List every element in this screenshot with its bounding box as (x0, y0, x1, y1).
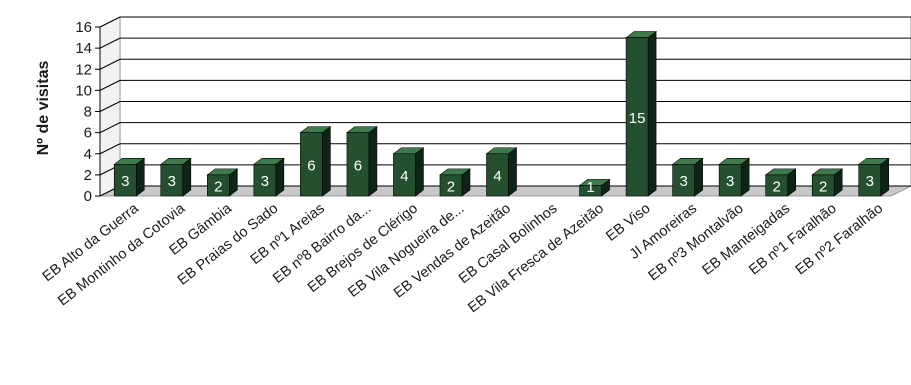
data-label: 6 (354, 157, 362, 174)
bar-side (182, 157, 192, 197)
bar (346, 126, 378, 197)
bar (578, 178, 611, 197)
data-label: 6 (307, 157, 315, 174)
bar-side (694, 157, 703, 197)
bar (811, 168, 844, 197)
bar-side (740, 157, 750, 197)
bar-side (415, 147, 424, 197)
data-label: 4 (400, 168, 408, 185)
bar (159, 157, 192, 197)
bar (439, 168, 471, 197)
data-label: 2 (773, 178, 781, 195)
bar (299, 126, 332, 197)
x-tick-label: EB nº2 Faralhão (793, 201, 886, 279)
gridline-side (99, 101, 121, 112)
y-tick-label: 0 (84, 188, 92, 205)
data-label: 2 (214, 178, 222, 195)
bar-face (765, 174, 788, 197)
bar-face (346, 132, 370, 197)
bars (113, 30, 890, 197)
bar-face (579, 185, 602, 197)
gridline-side (99, 37, 121, 49)
y-tick-label: 10 (75, 82, 92, 99)
bar-side (135, 157, 145, 197)
bar-face (160, 164, 184, 197)
bar-side (368, 126, 378, 197)
gridline-side (99, 122, 121, 134)
gridline-side (99, 16, 121, 28)
bar-face (672, 164, 695, 197)
bar-side (275, 157, 285, 197)
bar (718, 157, 751, 197)
data-label: 3 (121, 173, 129, 190)
bar (671, 157, 704, 197)
data-label: 3 (261, 173, 269, 190)
data-labels: 3 3 2 3 6 6 4 2 4 1 15 3 3 2 2 3 (121, 110, 874, 196)
bar-face (718, 164, 742, 197)
bar-side (322, 126, 331, 197)
bar (113, 157, 146, 197)
data-label: 2 (447, 178, 455, 195)
gridline-side (99, 58, 121, 70)
bar-side (880, 157, 890, 197)
bar-face (486, 153, 509, 197)
bar-face (811, 174, 835, 197)
bar (485, 147, 518, 197)
y-tick-label: 6 (84, 125, 92, 142)
bar (206, 168, 239, 197)
data-label: 4 (493, 168, 501, 185)
y-axis-title: Nº de visitas (35, 61, 52, 156)
bar-face (393, 153, 416, 197)
data-label: 3 (866, 173, 874, 190)
bar (625, 30, 657, 197)
bar-face (858, 164, 882, 197)
bar (764, 168, 797, 197)
bar-side (508, 147, 517, 197)
bar-face (439, 174, 463, 197)
y-tick-label: 8 (84, 104, 92, 121)
y-tick-label: 14 (75, 40, 92, 57)
bar-face (113, 164, 137, 197)
bar-face (207, 174, 230, 197)
y-tick-label: 12 (75, 61, 92, 78)
data-label: 3 (168, 173, 176, 190)
gridline-side (99, 79, 121, 91)
bar-side (647, 30, 657, 197)
y-axis-ticks: 0 2 4 6 8 10 12 14 16 (75, 19, 101, 205)
bar-face (253, 164, 277, 197)
y-tick-label: 2 (84, 167, 92, 184)
gridline-side (99, 143, 121, 155)
bar (392, 147, 425, 197)
bar (857, 157, 890, 197)
bar-face (300, 132, 323, 197)
data-label: 2 (819, 178, 827, 195)
data-label: 3 (679, 173, 687, 190)
data-label: 1 (586, 179, 594, 196)
gridlines (99, 16, 911, 197)
y-tick-label: 16 (75, 19, 92, 36)
bar (252, 157, 285, 197)
data-label: 3 (726, 173, 734, 190)
y-tick-label: 4 (84, 146, 92, 163)
data-label: 15 (629, 110, 646, 127)
bar-face (625, 37, 649, 197)
